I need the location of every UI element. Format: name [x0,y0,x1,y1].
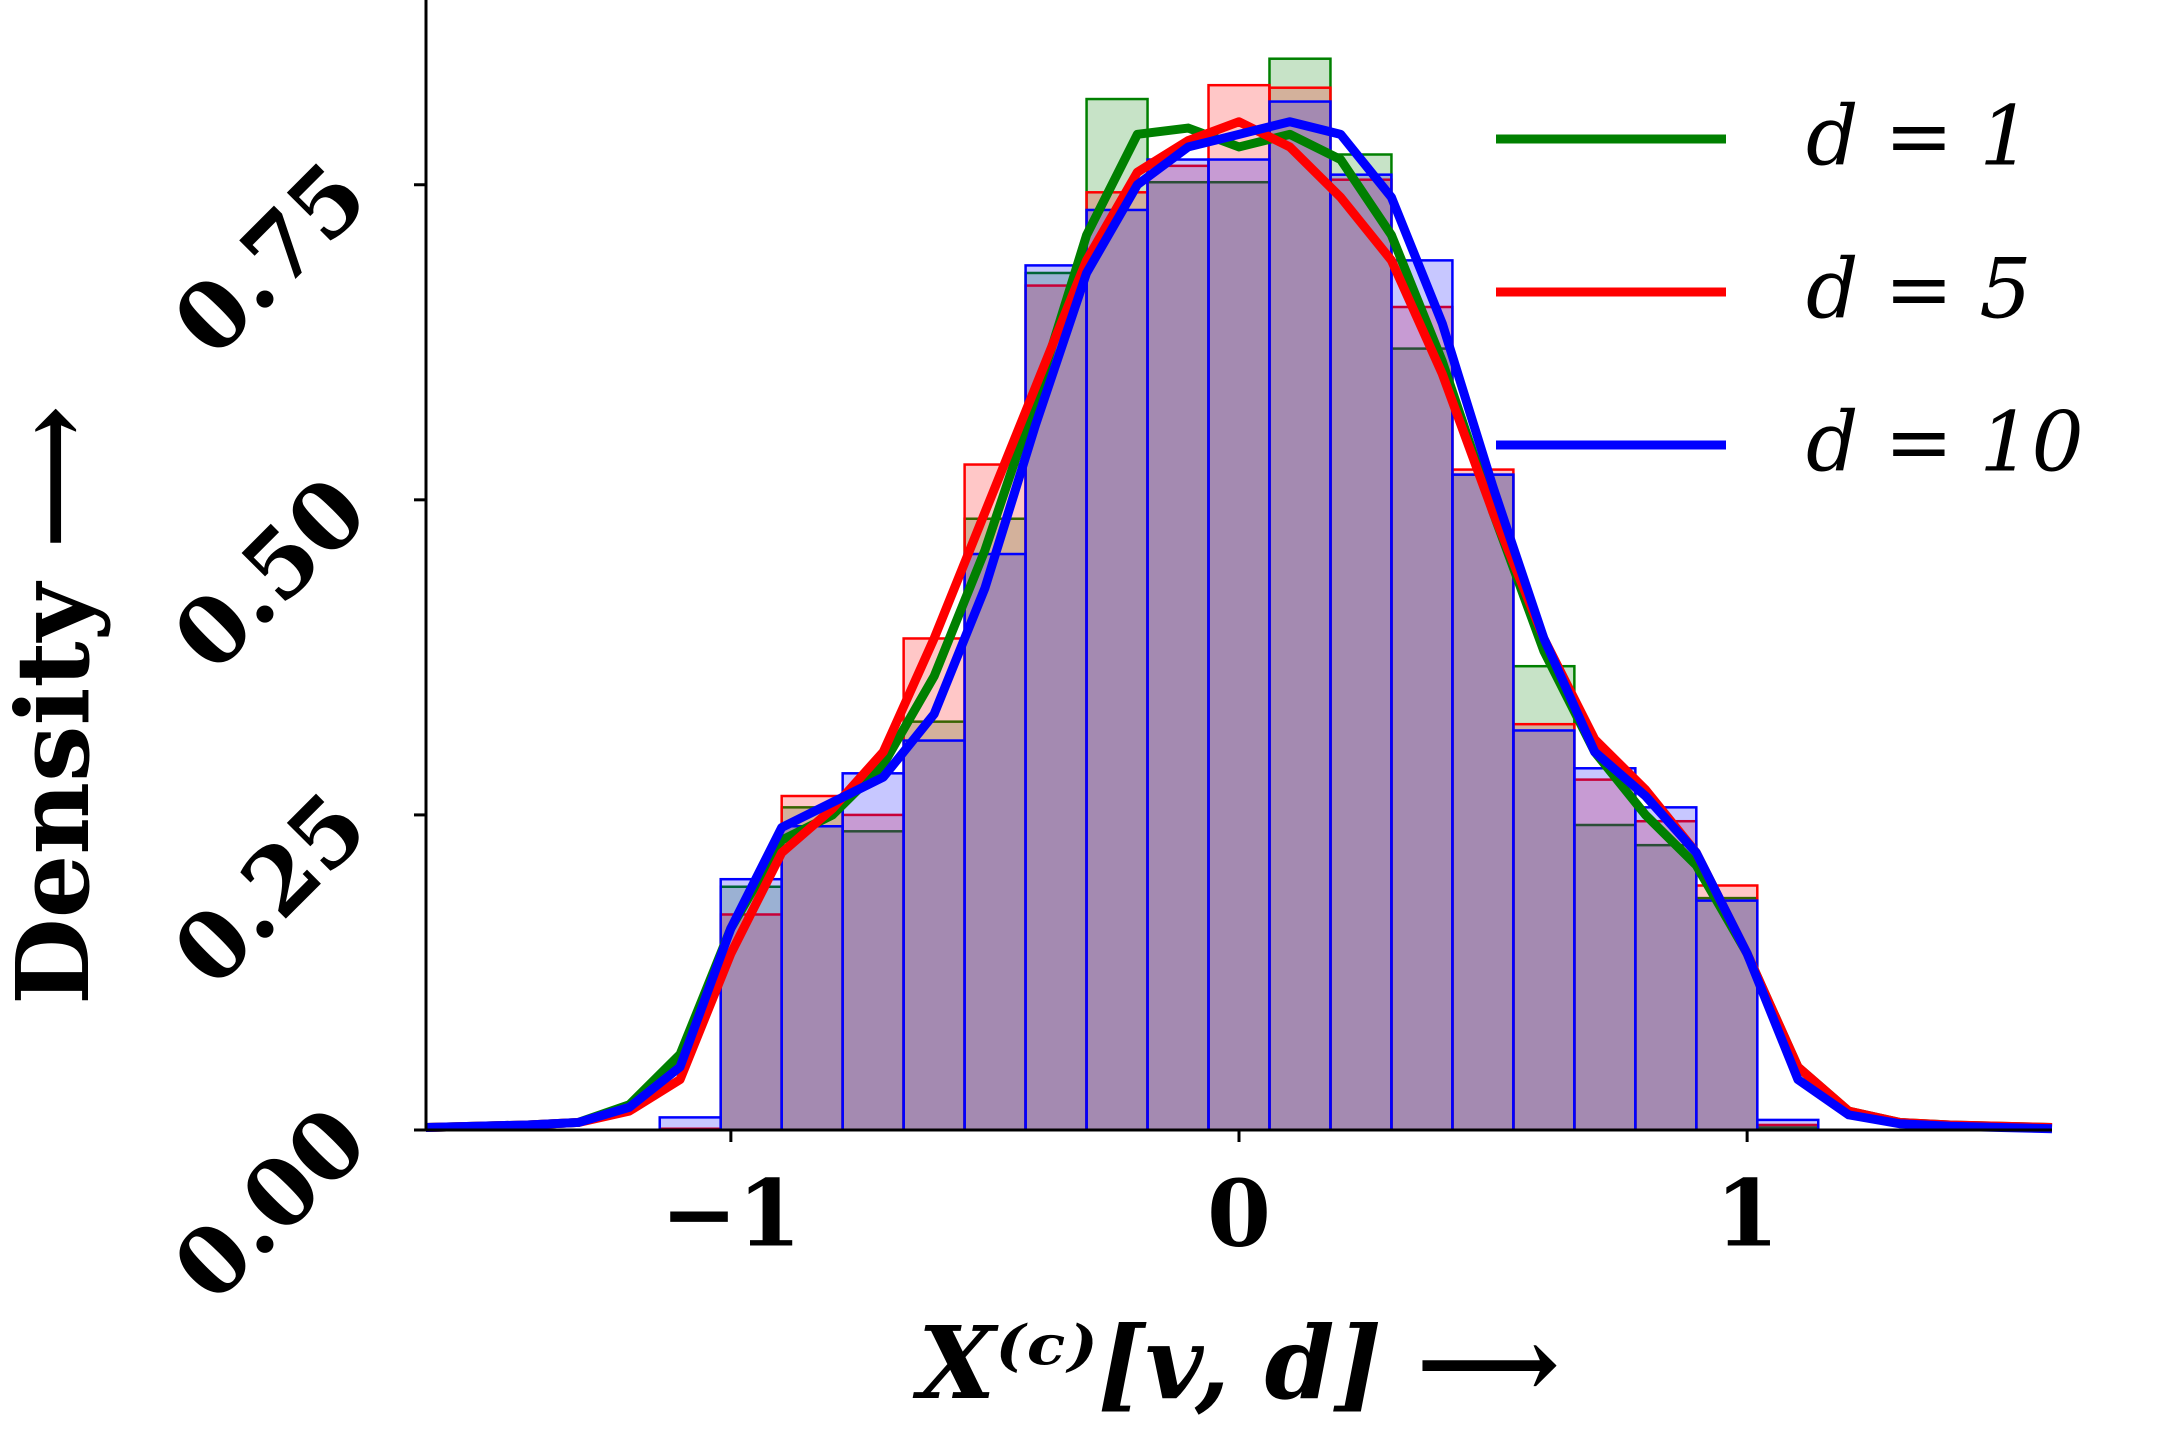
histogram-bar [841,772,905,1132]
histogram-bar [1390,347,1454,1132]
histogram-bar [1085,208,1149,1132]
legend-label: d = 1 [1806,90,2032,185]
y-tick-label: 0.75 [153,141,388,376]
x-axis-label: X⁽ᶜ⁾[v, d] ⟶ [912,1304,1560,1422]
x-tick-label: 1 [1715,1160,1779,1268]
histogram-bar [1207,83,1271,1132]
histogram-bar [963,552,1027,1132]
y-tick-label: 0.25 [153,772,388,1007]
y-axis-label: Density ⟶ [0,405,112,1005]
histogram-bar [780,794,844,1132]
x-tick-label: 0 [1207,1160,1271,1268]
histogram-bar [1390,305,1454,1132]
histogram-bar [658,1116,722,1132]
histogram-bar [1146,158,1210,1132]
kde-line [425,117,2053,1134]
histogram-bar [1390,259,1454,1132]
y-tick-label: 0.00 [153,1087,388,1322]
histogram-bar [1268,100,1332,1132]
histogram-bar [780,825,844,1132]
histogram-bar [1451,473,1515,1132]
histogram-bar [1695,899,1759,1132]
legend-label: d = 10 [1806,396,2084,491]
histogram-bar [1512,729,1576,1132]
histogram-bar [1268,57,1332,1132]
histogram-bar [780,806,844,1132]
histogram-bar [1207,158,1271,1132]
histogram-bar [1085,191,1149,1132]
histogram-bar [1329,173,1393,1132]
x-tick-label: −1 [660,1160,801,1268]
histogram-bar [1756,1118,1820,1132]
legend-label: d = 5 [1806,243,2032,338]
y-tick-label: 0.50 [153,457,388,692]
histogram-bar [1512,664,1576,1132]
histogram-bar [1573,767,1637,1132]
histogram-bar [902,739,966,1132]
